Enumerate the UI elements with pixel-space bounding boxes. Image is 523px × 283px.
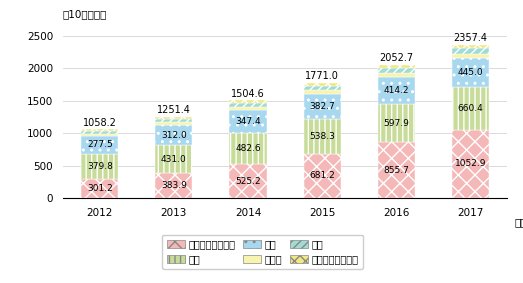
Bar <box>452 53 489 58</box>
Bar <box>155 122 192 125</box>
Bar <box>378 77 415 104</box>
Bar <box>81 131 118 134</box>
Bar <box>230 107 267 110</box>
Text: 681.2: 681.2 <box>309 171 335 181</box>
Bar <box>303 90 340 94</box>
Text: 379.8: 379.8 <box>87 162 113 171</box>
Text: （10億ドル）: （10億ドル） <box>63 9 107 19</box>
Bar <box>155 173 192 198</box>
Bar <box>230 103 267 107</box>
Text: 538.3: 538.3 <box>309 132 335 141</box>
Bar <box>81 134 118 136</box>
Bar <box>303 154 340 198</box>
Bar <box>303 94 340 119</box>
Legend: アジア太平洋地域, 北米, 西欧, 中東欧, 南米, 中東及びアフリカ: アジア太平洋地域, 北米, 西欧, 中東欧, 南米, 中東及びアフリカ <box>162 235 363 269</box>
Text: 431.0: 431.0 <box>161 155 187 164</box>
Text: 1771.0: 1771.0 <box>305 71 339 82</box>
Bar <box>155 117 192 119</box>
Bar <box>452 45 489 48</box>
Bar <box>155 119 192 122</box>
Bar <box>155 145 192 173</box>
Bar <box>230 100 267 103</box>
Text: 445.0: 445.0 <box>458 68 483 77</box>
Text: 525.2: 525.2 <box>235 177 261 186</box>
Bar <box>452 130 489 198</box>
Text: 597.9: 597.9 <box>383 119 409 128</box>
Text: （年）: （年） <box>514 218 523 228</box>
Bar <box>81 129 118 131</box>
Bar <box>81 136 118 154</box>
Bar <box>378 65 415 68</box>
Bar <box>230 164 267 198</box>
Text: 1251.4: 1251.4 <box>157 105 191 115</box>
Text: 301.2: 301.2 <box>87 184 112 193</box>
Text: 1504.6: 1504.6 <box>231 89 265 99</box>
Bar <box>303 86 340 90</box>
Text: 347.4: 347.4 <box>235 117 261 126</box>
Text: 277.5: 277.5 <box>87 140 112 149</box>
Bar <box>303 119 340 154</box>
Text: 2357.4: 2357.4 <box>453 33 487 43</box>
Bar <box>230 133 267 164</box>
Bar <box>452 48 489 53</box>
Text: 2052.7: 2052.7 <box>379 53 413 63</box>
Bar <box>303 83 340 86</box>
Text: 482.6: 482.6 <box>235 144 261 153</box>
Bar <box>230 110 267 133</box>
Text: 383.9: 383.9 <box>161 181 187 190</box>
Text: 660.4: 660.4 <box>458 104 483 113</box>
Text: 382.7: 382.7 <box>309 102 335 111</box>
Bar <box>155 125 192 145</box>
Bar <box>378 104 415 143</box>
Bar <box>378 68 415 73</box>
Bar <box>452 87 489 130</box>
Text: 414.2: 414.2 <box>383 86 409 95</box>
Text: 1052.9: 1052.9 <box>454 159 486 168</box>
Text: 855.7: 855.7 <box>383 166 409 175</box>
Text: 1058.2: 1058.2 <box>83 118 117 128</box>
Text: 312.0: 312.0 <box>161 130 187 140</box>
Bar <box>452 58 489 87</box>
Bar <box>378 73 415 77</box>
Bar <box>81 179 118 198</box>
Bar <box>378 143 415 198</box>
Bar <box>81 154 118 179</box>
